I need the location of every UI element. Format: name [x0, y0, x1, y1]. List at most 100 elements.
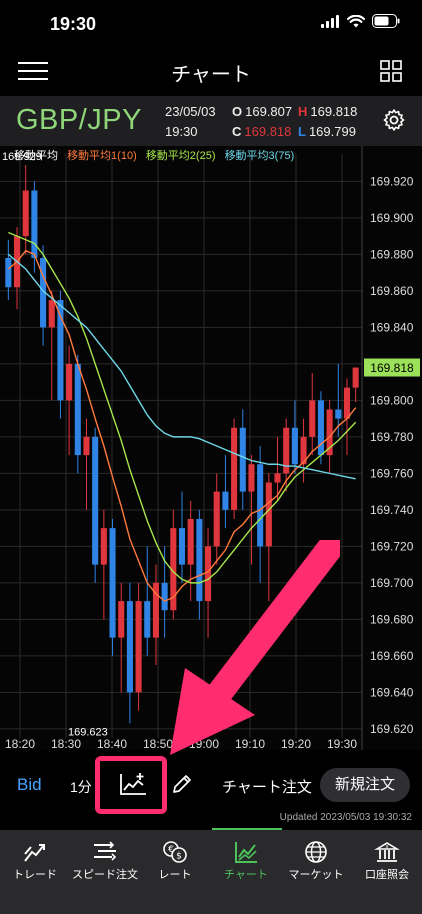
legend-ma3: 移動平均3(75) — [224, 150, 295, 162]
grid-layout-icon[interactable] — [380, 60, 402, 82]
candle-body — [274, 473, 281, 483]
candle-body — [222, 491, 229, 510]
candle-body — [31, 190, 38, 259]
price-tick-label: 169.680 — [370, 612, 414, 626]
status-bar: 19:30 — [0, 0, 422, 48]
price-tick-label: 169.740 — [370, 503, 414, 517]
trade-icon — [24, 844, 45, 862]
cellular-signal-icon — [321, 14, 339, 28]
svg-text:$: $ — [176, 852, 182, 862]
candle-body — [100, 528, 107, 565]
candle-body — [48, 300, 55, 328]
candle-body — [239, 427, 246, 492]
time-tick-label: 19:30 — [327, 737, 357, 750]
high-marker-label: 169.929 — [2, 151, 42, 163]
low-marker-label: 169.623 — [68, 726, 108, 738]
candle-body — [300, 436, 307, 465]
active-tab-indicator — [212, 828, 282, 830]
price-tick-label: 169.860 — [370, 284, 414, 298]
currency-pair[interactable]: GBP/JPY — [16, 104, 142, 136]
candle-body — [135, 601, 142, 693]
price-chart[interactable]: 169.920 169.900 169.880 169.860 169.840 169.8… — [0, 146, 422, 751]
legend-title: 移動平均 — [14, 150, 58, 162]
high-price: H 169.818 — [298, 104, 358, 119]
candle-body — [205, 546, 212, 602]
chart-svg: 169.920 169.900 169.880 169.860 169.840 169.8… — [0, 146, 420, 751]
currency-rate-icon: € $ — [163, 841, 187, 863]
status-time: 19:30 — [50, 14, 97, 34]
tab-rate[interactable]: € $ レート — [140, 830, 210, 890]
candle-body — [335, 409, 342, 419]
price-tick-label: 169.880 — [370, 247, 414, 261]
quote-bar: GBP/JPY 23/05/03 19:30 O 169.807 H 169.818… — [0, 96, 422, 146]
candle-body — [248, 464, 255, 492]
price-tick-label: 169.700 — [370, 576, 414, 590]
price-tick-label: 169.620 — [370, 722, 414, 736]
candle-body — [213, 491, 220, 547]
candle-body — [161, 582, 168, 611]
tab-trade[interactable]: トレード — [0, 830, 70, 890]
candle-body — [118, 601, 125, 638]
tab-chart[interactable]: チャート — [211, 830, 281, 890]
tab-bar: トレード スピード注文 € $ レート チャート マーケット — [0, 830, 422, 914]
svg-text:¥: ¥ — [385, 845, 388, 851]
tab-account[interactable]: ¥ 口座照会 — [352, 830, 422, 890]
candle-body — [343, 387, 351, 419]
low-price: L 169.799 — [298, 124, 356, 139]
price-type-button[interactable]: Bid — [17, 775, 42, 794]
price-tick-label: 169.780 — [370, 430, 414, 444]
quote-date: 23/05/03 — [165, 104, 216, 119]
time-tick-label: 18:30 — [51, 737, 81, 750]
globe-icon — [305, 841, 327, 863]
gear-icon[interactable] — [382, 108, 406, 132]
timeframe-button[interactable]: 1分 — [70, 779, 92, 795]
page-title: チャート — [171, 64, 251, 86]
candle-body — [317, 400, 324, 456]
candle-body — [66, 363, 73, 401]
price-tick-label: 169.660 — [370, 649, 414, 663]
candle-body — [283, 427, 290, 474]
price-tick-label: 169.840 — [370, 320, 414, 334]
current-price-label: 169.818 — [370, 361, 414, 375]
time-tick-label: 18:40 — [97, 737, 127, 750]
candle-body — [40, 258, 47, 328]
nav-bar: チャート — [0, 48, 422, 94]
candle-body — [22, 190, 29, 237]
candle-body — [83, 436, 90, 456]
candle-body — [170, 528, 177, 611]
battery-icon — [372, 14, 400, 28]
candle-body — [144, 601, 151, 638]
chart-toolbar: Bid 1分 — [0, 762, 422, 810]
legend-ma1: 移動平均1(10) — [67, 150, 137, 162]
candle-body — [109, 528, 116, 638]
candle-body — [291, 427, 298, 465]
price-tick-label: 169.640 — [370, 685, 414, 699]
candle-body — [352, 367, 359, 388]
candle-body — [178, 528, 186, 565]
legend-ma2: 移動平均2(25) — [145, 150, 216, 162]
quote-time: 19:30 — [165, 124, 198, 139]
annotation-arrow — [170, 540, 340, 755]
price-tick-label: 169.760 — [370, 466, 414, 480]
hamburger-menu-icon[interactable] — [18, 62, 48, 82]
wifi-icon — [347, 14, 365, 27]
candle-body — [265, 482, 272, 547]
time-tick-label: 19:20 — [281, 737, 311, 750]
candle-body — [5, 258, 12, 288]
new-order-button[interactable]: 新規注文 — [320, 768, 410, 802]
candle-body — [57, 300, 64, 401]
candle-body — [126, 601, 133, 693]
candle-body — [326, 409, 333, 456]
candle-body — [257, 464, 264, 547]
status-icons — [321, 14, 400, 28]
add-indicator-icon[interactable] — [118, 771, 148, 797]
chart-icon — [235, 842, 257, 863]
pencil-icon[interactable] — [170, 772, 194, 796]
chart-order-button[interactable]: チャート注文 — [222, 779, 312, 796]
candle-body — [309, 400, 316, 437]
price-tick-label: 169.920 — [370, 174, 414, 188]
account-icon: ¥ — [374, 842, 400, 862]
price-tick-label: 169.800 — [370, 393, 414, 407]
tab-market[interactable]: マーケット — [281, 830, 351, 890]
tab-speed-order[interactable]: スピード注文 — [70, 830, 140, 890]
